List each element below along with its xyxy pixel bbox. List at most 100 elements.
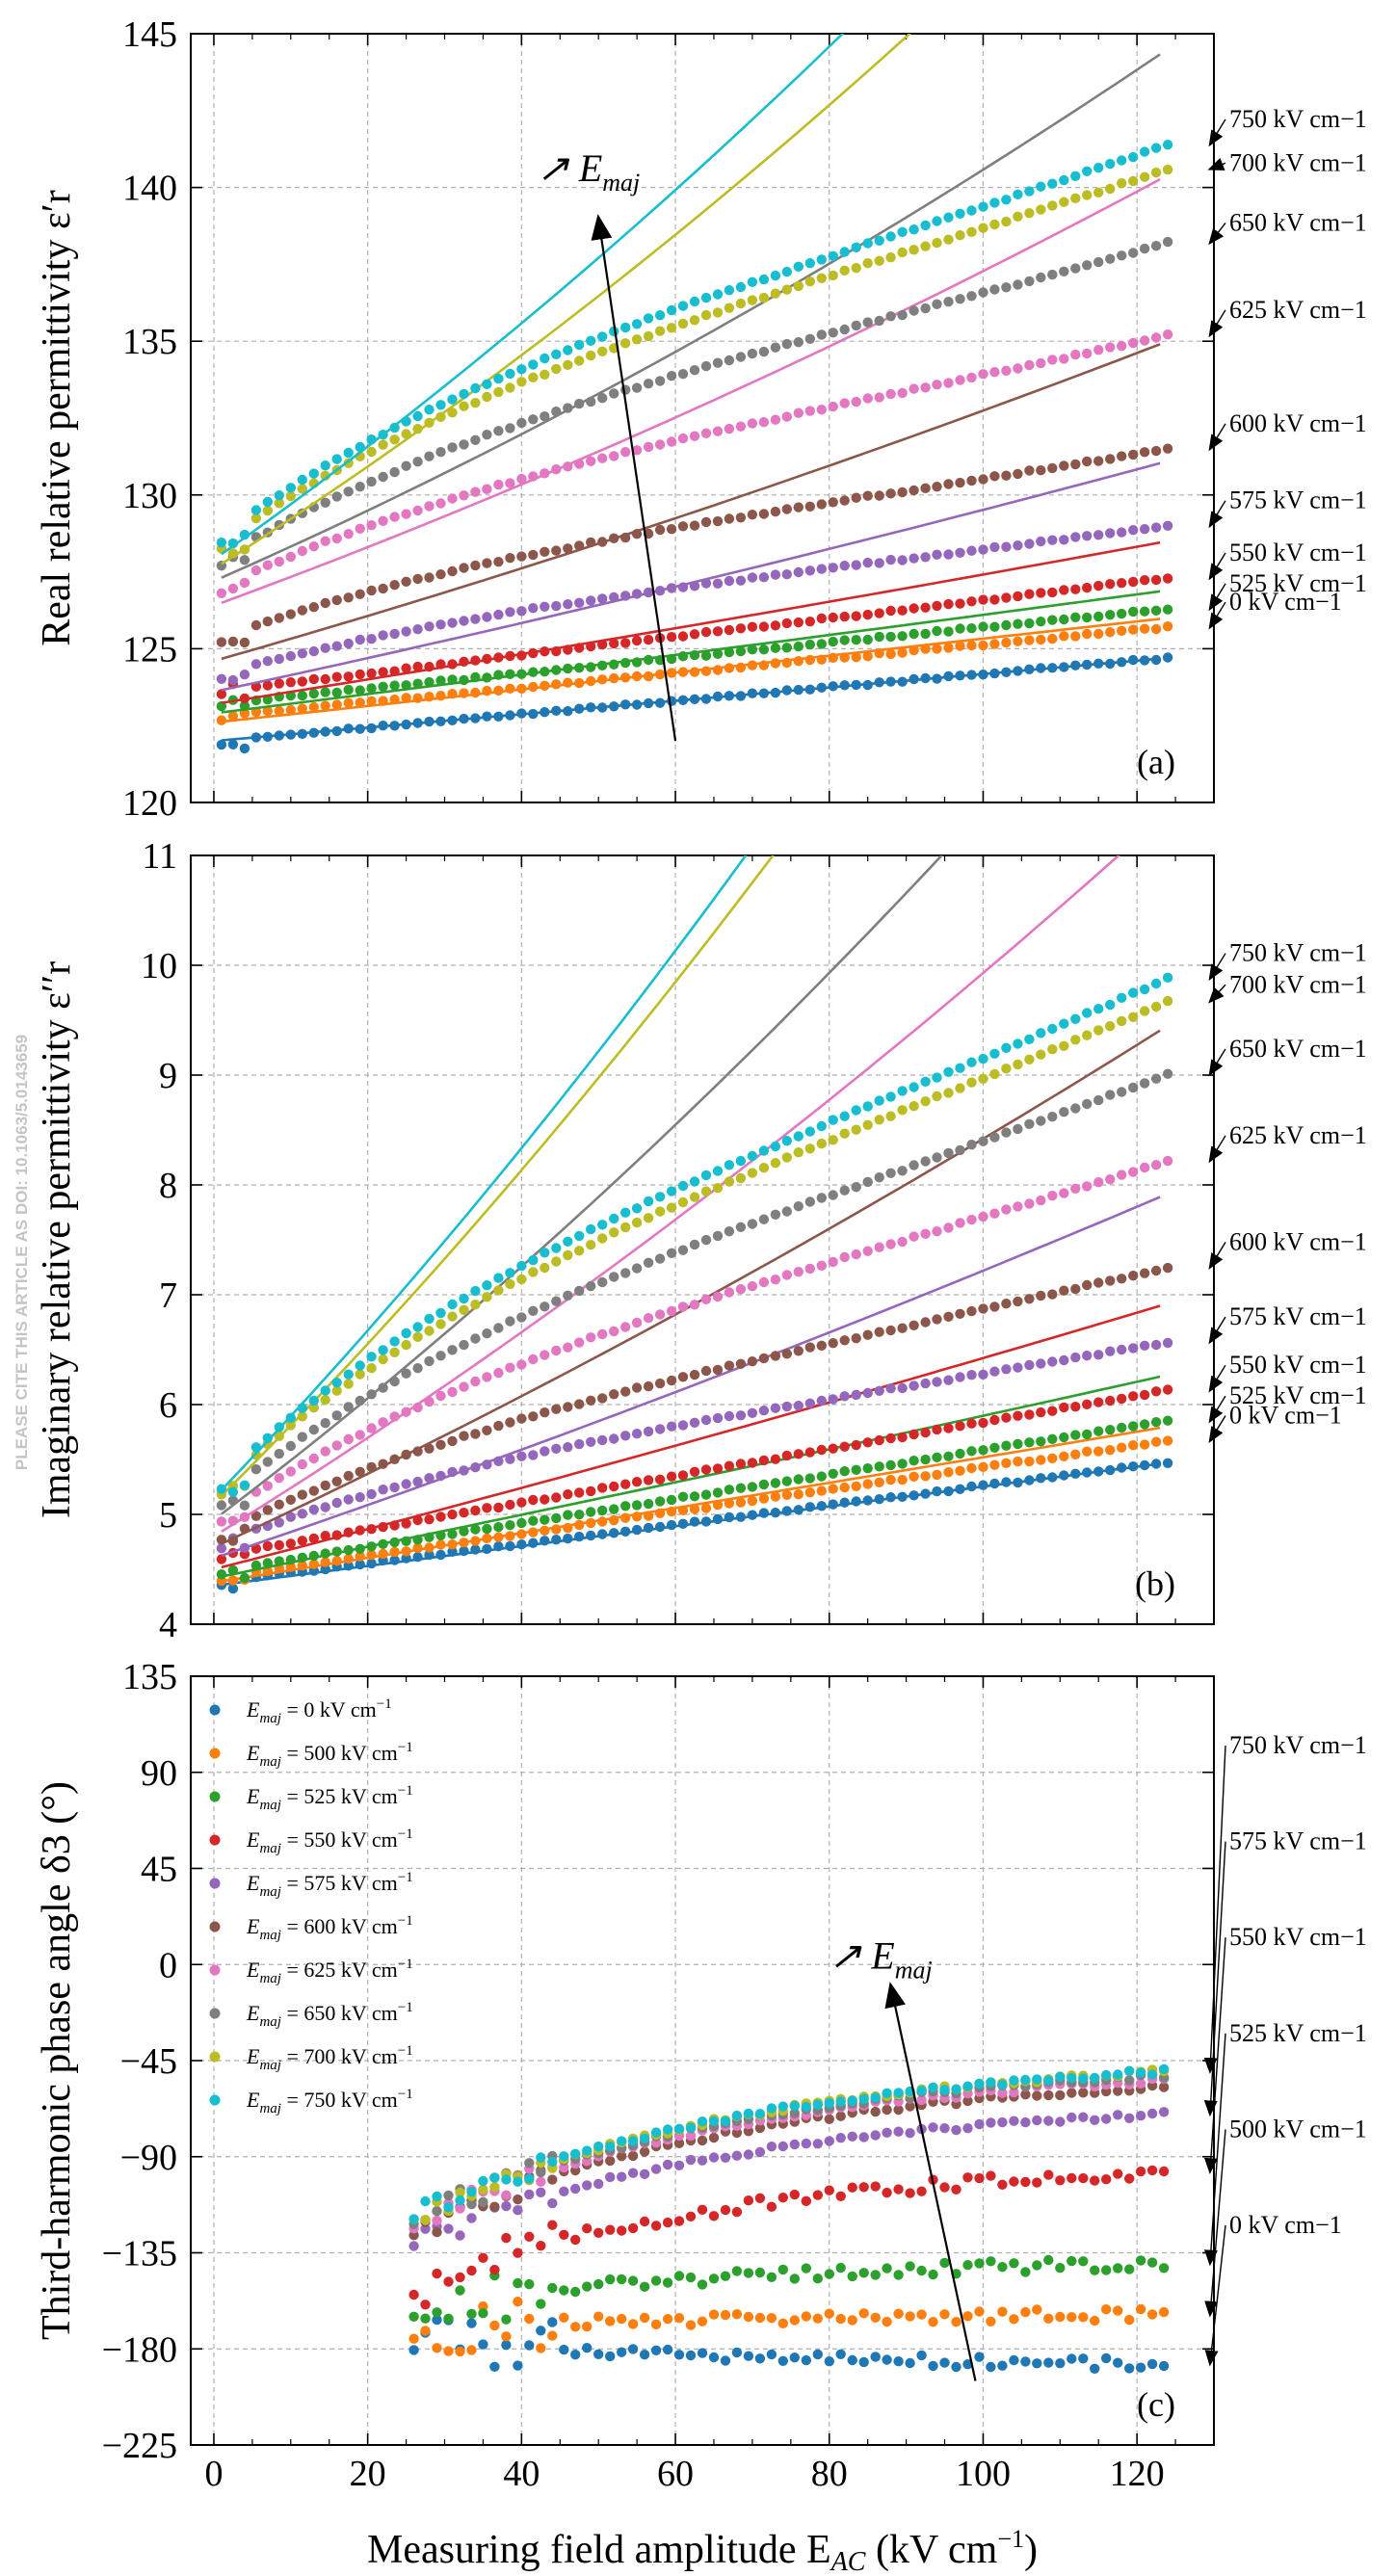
data-point [712, 1499, 724, 1511]
data-point [1082, 1429, 1093, 1440]
data-point [1128, 449, 1139, 460]
data-point [459, 1381, 469, 1392]
data-point [909, 603, 919, 614]
data-point [897, 1086, 908, 1096]
data-point [1024, 1034, 1035, 1045]
data-point [882, 2187, 892, 2198]
data-point [609, 1326, 619, 1337]
data-point [563, 1236, 573, 1248]
data-point [1150, 241, 1162, 251]
data-point [1150, 978, 1162, 989]
data-point [459, 401, 469, 411]
data-point [920, 644, 931, 654]
data-point [343, 671, 354, 682]
data-point [582, 2343, 593, 2353]
data-point [516, 606, 527, 617]
data-point [1024, 186, 1035, 197]
data-point [516, 377, 527, 387]
series-label: 525 kV cm−1 [1229, 569, 1367, 597]
data-point [643, 670, 654, 682]
data-point [666, 1305, 677, 1317]
data-point [666, 1248, 677, 1259]
data-point [586, 1223, 596, 1235]
data-point [593, 2311, 604, 2322]
data-point [493, 426, 504, 436]
data-point [1013, 279, 1023, 290]
data-point [1013, 1362, 1023, 1373]
data-point [666, 1506, 677, 1517]
data-point [858, 2093, 869, 2104]
data-point [570, 2183, 581, 2195]
data-point [536, 2187, 546, 2197]
data-point [489, 2361, 500, 2372]
data-point [804, 1342, 815, 1353]
data-point [355, 482, 365, 492]
data-point [643, 654, 654, 666]
data-point [731, 2127, 743, 2139]
data-point [586, 702, 596, 713]
data-point [885, 231, 896, 242]
data-point [1059, 535, 1069, 545]
data-point [874, 677, 884, 688]
data-point [731, 2266, 743, 2276]
series-7 [408, 2069, 1170, 2229]
data-point [297, 605, 307, 616]
fit-line [221, 855, 944, 1515]
data-point [943, 1311, 954, 1323]
data-point [435, 498, 446, 509]
data-point [366, 1461, 377, 1473]
data-point [909, 485, 919, 496]
data-point [1013, 211, 1023, 222]
data-point [455, 2230, 465, 2241]
data-point [804, 258, 815, 269]
data-point [673, 2123, 685, 2134]
data-point [673, 2216, 685, 2226]
data-point [1078, 2073, 1089, 2084]
data-point [781, 1450, 792, 1461]
data-point [955, 375, 965, 385]
data-point [378, 1485, 388, 1495]
data-point [551, 1443, 562, 1455]
data-point [586, 1280, 596, 1292]
data-point [559, 2285, 569, 2296]
data-point [378, 1382, 388, 1393]
data-point [777, 2101, 788, 2112]
data-point [943, 1088, 954, 1098]
data-point [609, 1389, 619, 1400]
data-point [893, 2356, 904, 2367]
data-point [666, 1186, 677, 1196]
series-8 [216, 855, 1173, 1500]
data-point [478, 2184, 488, 2195]
data-point [1082, 531, 1093, 541]
legend-exp: −1 [398, 1870, 413, 1885]
data-point [777, 2318, 788, 2328]
data-point [1117, 1422, 1127, 1433]
data-point [505, 669, 515, 679]
data-point [758, 1163, 770, 1173]
legend-marker [209, 1964, 221, 1976]
data-point [1150, 167, 1162, 178]
data-point [962, 2172, 973, 2183]
data-point [470, 1536, 481, 1546]
data-point [285, 1538, 296, 1549]
data-point [609, 1514, 619, 1526]
data-point [1009, 2075, 1019, 2086]
data-point [274, 498, 284, 509]
data-point [420, 2215, 431, 2225]
data-point [285, 551, 296, 563]
data-point [420, 2313, 431, 2324]
data-point [1117, 1170, 1127, 1180]
data-point [1150, 623, 1162, 635]
data-point [712, 1183, 724, 1194]
data-point [689, 1176, 700, 1187]
data-point [989, 1442, 1000, 1454]
data-point [828, 1115, 838, 1125]
data-point [239, 1500, 250, 1511]
data-point [978, 1053, 988, 1065]
series-0 [408, 2314, 1170, 2374]
data-point [712, 665, 724, 675]
data-point [239, 743, 250, 754]
data-point [308, 541, 319, 552]
data-point [735, 421, 747, 432]
data-point [540, 369, 550, 380]
